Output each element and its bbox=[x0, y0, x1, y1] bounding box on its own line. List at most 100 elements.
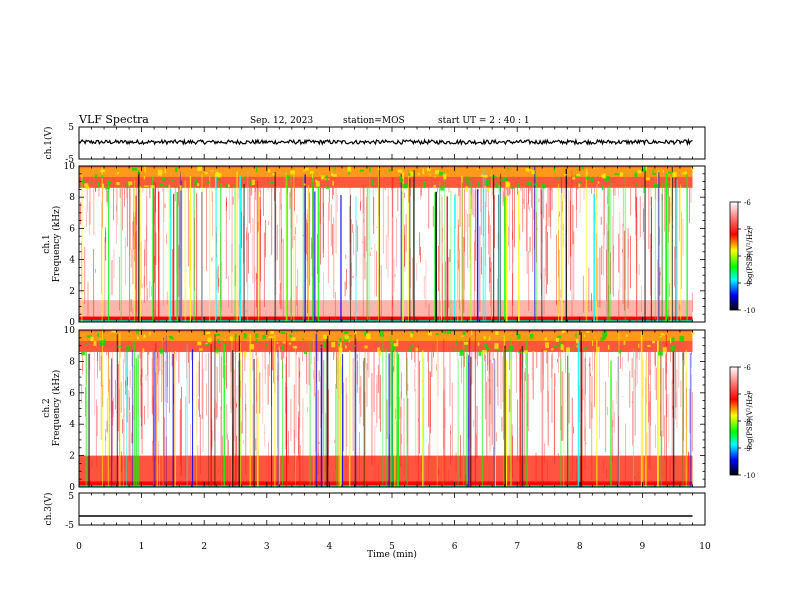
band-patch bbox=[415, 347, 419, 352]
band-patch bbox=[197, 166, 203, 171]
spectral-streak bbox=[675, 351, 676, 420]
band-patch bbox=[143, 334, 146, 338]
spectral-streak bbox=[654, 351, 656, 391]
spectral-streak bbox=[463, 237, 465, 290]
band-patch bbox=[641, 169, 646, 173]
spectral-streak bbox=[284, 382, 286, 450]
colorbar-tick-label: -10 bbox=[744, 472, 755, 480]
spectral-streak bbox=[346, 268, 347, 290]
spectral-streak bbox=[162, 351, 164, 368]
spectral-streak bbox=[595, 211, 596, 225]
impulse-line bbox=[581, 349, 583, 487]
spectral-streak bbox=[594, 351, 595, 408]
band-patch bbox=[485, 179, 490, 186]
band-patch bbox=[352, 345, 356, 347]
band-patch bbox=[267, 169, 270, 171]
spectral-streak bbox=[650, 233, 652, 296]
impulse-line bbox=[558, 183, 559, 322]
band-patch bbox=[566, 347, 571, 352]
spectral-streak bbox=[551, 187, 553, 211]
band-patch bbox=[207, 337, 212, 343]
impulse-line bbox=[565, 168, 567, 322]
spectral-streak bbox=[528, 250, 530, 312]
spectral-streak bbox=[281, 228, 283, 310]
band-patch bbox=[544, 337, 548, 341]
spectral-streak bbox=[367, 351, 369, 371]
spectral-streak bbox=[467, 213, 469, 268]
impulse-line bbox=[504, 196, 506, 322]
spectral-streak bbox=[201, 351, 203, 420]
band-patch bbox=[477, 342, 480, 346]
spectral-streak bbox=[277, 362, 279, 381]
band-patch bbox=[136, 330, 139, 334]
spectral-streak bbox=[357, 225, 359, 252]
spectral-streak bbox=[242, 440, 244, 444]
band-patch bbox=[377, 347, 380, 353]
spectral-streak bbox=[145, 226, 147, 301]
band-patch bbox=[643, 187, 646, 194]
ch1-colorbar-label: log(PSD)(V²/Hz) bbox=[746, 227, 754, 284]
band-patch bbox=[343, 331, 349, 334]
impulse-line bbox=[665, 178, 667, 322]
colorbar-tick-label: -8 bbox=[744, 418, 751, 426]
spectral-streak bbox=[151, 358, 153, 415]
band-patch bbox=[334, 168, 336, 171]
ch1-spectrogram-image bbox=[79, 166, 695, 322]
spectral-streak bbox=[161, 369, 163, 376]
impulse-line bbox=[196, 193, 198, 322]
impulse-line bbox=[406, 357, 408, 487]
band-patch bbox=[89, 182, 94, 184]
spectral-streak bbox=[583, 187, 585, 200]
impulse-line bbox=[658, 172, 660, 322]
spectral-streak bbox=[671, 351, 673, 410]
spectral-streak bbox=[333, 351, 335, 357]
spectral-streak bbox=[199, 351, 200, 417]
band-patch bbox=[119, 341, 121, 343]
spectral-streak bbox=[280, 187, 282, 210]
spectral-streak bbox=[168, 351, 170, 413]
band-patch bbox=[303, 351, 308, 355]
spectral-streak bbox=[268, 221, 269, 225]
spectral-streak bbox=[384, 187, 386, 191]
band-patch bbox=[581, 166, 584, 170]
spectral-streak bbox=[601, 245, 603, 275]
upper-band-core bbox=[79, 167, 693, 177]
spectral-streak bbox=[360, 201, 361, 211]
spectral-streak bbox=[676, 369, 678, 428]
spectral-streak bbox=[459, 187, 461, 227]
spectral-streak bbox=[255, 187, 257, 200]
impulse-line bbox=[461, 182, 463, 322]
spectral-streak bbox=[106, 351, 108, 356]
spectral-streak bbox=[289, 192, 291, 210]
spectral-streak bbox=[615, 380, 617, 404]
band-patch bbox=[210, 170, 214, 172]
spectral-streak bbox=[414, 351, 416, 368]
spectral-streak bbox=[501, 417, 503, 432]
spectral-streak bbox=[613, 411, 615, 433]
spectral-streak bbox=[285, 363, 287, 414]
spectral-streak bbox=[352, 357, 354, 452]
spectral-streak bbox=[479, 226, 481, 312]
spectral-streak bbox=[123, 408, 125, 469]
impulse-line bbox=[295, 345, 296, 487]
band-patch bbox=[465, 186, 468, 192]
spectral-streak bbox=[255, 438, 257, 451]
impulse-line bbox=[153, 181, 155, 322]
spectral-streak bbox=[448, 469, 450, 483]
spectral-streak bbox=[543, 267, 545, 315]
spectral-streak bbox=[107, 190, 109, 202]
spectral-streak bbox=[144, 405, 146, 425]
band-patch bbox=[435, 333, 439, 336]
spectral-streak bbox=[322, 272, 324, 322]
spectral-streak bbox=[526, 187, 528, 252]
spectral-streak bbox=[133, 212, 135, 236]
spectral-streak bbox=[650, 370, 651, 426]
band-patch bbox=[440, 186, 445, 191]
spectral-streak bbox=[533, 209, 535, 220]
spectral-streak bbox=[84, 246, 86, 305]
spectral-streak bbox=[222, 435, 223, 483]
spectral-streak bbox=[362, 187, 364, 214]
spectral-streak bbox=[516, 351, 517, 393]
spectral-streak bbox=[524, 367, 526, 381]
band-patch bbox=[289, 334, 293, 338]
